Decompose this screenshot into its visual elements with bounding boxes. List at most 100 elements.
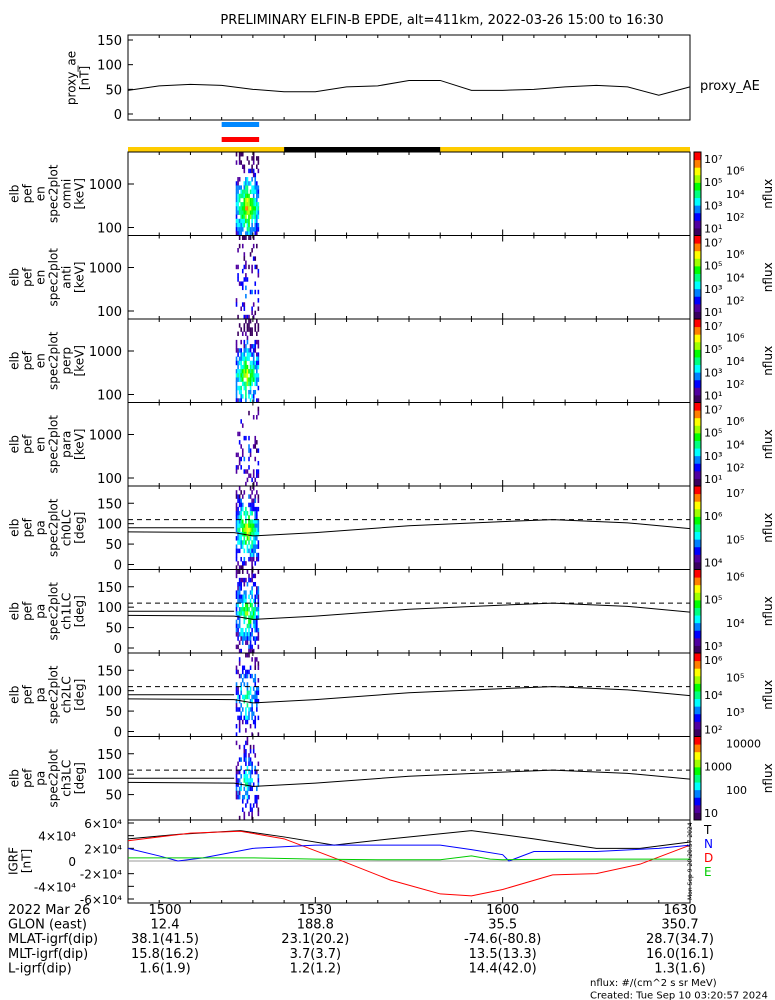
spectrogram-pixel <box>249 786 252 792</box>
spectrogram-pixel <box>238 611 241 616</box>
spectrogram-pixel <box>256 511 258 516</box>
spectrogram-pixel <box>256 607 258 612</box>
spectrogram-pixel <box>245 177 247 182</box>
spectrogram-pixel <box>248 786 250 792</box>
spectrogram-pixel <box>254 611 257 616</box>
shadow-bar <box>284 147 441 152</box>
colorbar-segment <box>694 637 701 646</box>
spectrogram-pixel <box>243 540 246 545</box>
spectrogram-pixel <box>254 694 257 700</box>
spectrogram-ylabel-line: spec2plot <box>47 498 61 557</box>
ephemeris-value: 13.5(13.3) <box>469 947 537 962</box>
spectrogram-pixel <box>245 607 247 612</box>
spectrogram-pixel <box>246 314 249 320</box>
spectrogram-pixel <box>238 586 241 591</box>
spectrogram-pixel <box>257 214 260 220</box>
spectrogram-pixel <box>241 218 244 224</box>
colorbar-segment <box>694 797 701 806</box>
spectrogram-pixel <box>246 197 249 203</box>
ephemeris-time: 1500 <box>148 903 181 918</box>
ephemeris-time: 1600 <box>486 903 519 918</box>
spectrogram-pixel <box>240 456 242 462</box>
spectrogram-pixel <box>256 227 258 232</box>
spectrogram-pixel <box>243 527 246 533</box>
spectrogram-pixel <box>243 344 246 349</box>
colorbar-segment <box>694 690 701 700</box>
spectrogram-pixel <box>237 314 239 320</box>
colorbar <box>693 402 702 487</box>
spectrogram-pixel <box>235 360 238 366</box>
spectrogram-pixel <box>240 556 242 562</box>
spectrogram-ylabel-line: ch1LC <box>60 593 74 630</box>
spectrogram-pixel <box>246 786 249 792</box>
spectrogram-pixel <box>251 490 253 495</box>
spectrogram-pixel <box>240 419 242 424</box>
colorbar-frame <box>693 736 702 821</box>
spectrogram-pixel <box>237 377 239 382</box>
colorbar <box>693 235 702 320</box>
colorbar-segment <box>694 744 701 753</box>
spectrogram-pixel <box>243 327 246 332</box>
spectrogram-pixel <box>238 594 241 600</box>
spectrogram-pixel <box>241 611 244 616</box>
spectrogram-pixel <box>251 344 253 349</box>
spectrogram-pixel <box>238 623 241 629</box>
spectrogram-pixel <box>243 757 246 762</box>
spectrogram-pixel <box>245 264 247 270</box>
spectrogram-pixel <box>237 398 239 403</box>
spectrogram-pixel <box>256 694 258 700</box>
spectrogram-pixel <box>237 273 239 278</box>
colorbar-segment <box>694 804 701 813</box>
spectrogram-pixel <box>254 256 257 261</box>
spectrogram-pixel <box>245 356 247 362</box>
colorbar-segment <box>694 599 701 608</box>
spectrogram-pixel <box>241 807 244 812</box>
spectrogram-pixel <box>243 252 246 257</box>
spectrogram-pixel <box>254 177 257 182</box>
spectrogram-pixel <box>241 206 244 211</box>
spectrogram-pixel <box>245 344 247 349</box>
spectrogram-pixel <box>235 607 238 612</box>
spectrogram-ylabel-line: [keV] <box>73 178 87 209</box>
spectrogram-pixel <box>237 602 239 608</box>
y-tick-label: 4×10⁴ <box>38 830 76 844</box>
spectrogram-ylabel-line: pa <box>34 687 48 702</box>
spectrogram-pixel <box>246 231 249 236</box>
colorbar-tick-label: 10¹ <box>704 390 722 403</box>
spectrogram-pixel <box>257 636 260 641</box>
spectrogram-pixel <box>252 502 255 508</box>
colorbar-tick-label: 10⁶ <box>704 510 723 523</box>
colorbar-tick-label: 10⁵ <box>704 594 722 607</box>
spectrogram-pixel <box>246 206 249 211</box>
spectrogram-pixel <box>254 615 257 620</box>
spectrogram-pixel <box>254 531 257 537</box>
spectrogram-pixel <box>238 582 241 587</box>
spectrogram-pixel <box>246 356 249 362</box>
spectrogram-pixel <box>237 431 239 437</box>
spectrogram-pixel <box>245 669 247 675</box>
spectrogram-pixel <box>248 794 250 800</box>
y-tick-label: 100 <box>97 305 122 320</box>
spectrogram-pixel <box>235 698 238 704</box>
spectrogram-pixel <box>252 189 255 195</box>
spectrogram-pixel <box>241 352 244 357</box>
spectrogram-pixel <box>254 323 257 328</box>
spectrogram-pixel <box>256 707 258 712</box>
spectrogram-pixel <box>245 260 247 266</box>
spectrogram-pixel <box>251 698 253 704</box>
colorbar-tick-label: 10² <box>726 378 744 391</box>
spectrogram-pixel <box>254 536 257 541</box>
spectrogram-pixel <box>243 744 246 750</box>
colorbar-segment <box>694 812 701 821</box>
colorbar <box>693 736 702 821</box>
spectrogram-pixel <box>248 594 250 600</box>
spectrogram-pixel <box>243 619 246 625</box>
spectrogram-pixel <box>243 235 246 240</box>
spectrogram-pixel <box>251 561 253 566</box>
colorbar-label: nflux <box>761 513 775 543</box>
spectrogram-pixel <box>243 369 246 374</box>
igrf-ylabel-line: [nT] <box>20 849 34 873</box>
spectrogram-pixel <box>248 527 250 533</box>
spectrogram-pixel <box>243 314 246 320</box>
spectrogram-pixel <box>254 172 257 178</box>
